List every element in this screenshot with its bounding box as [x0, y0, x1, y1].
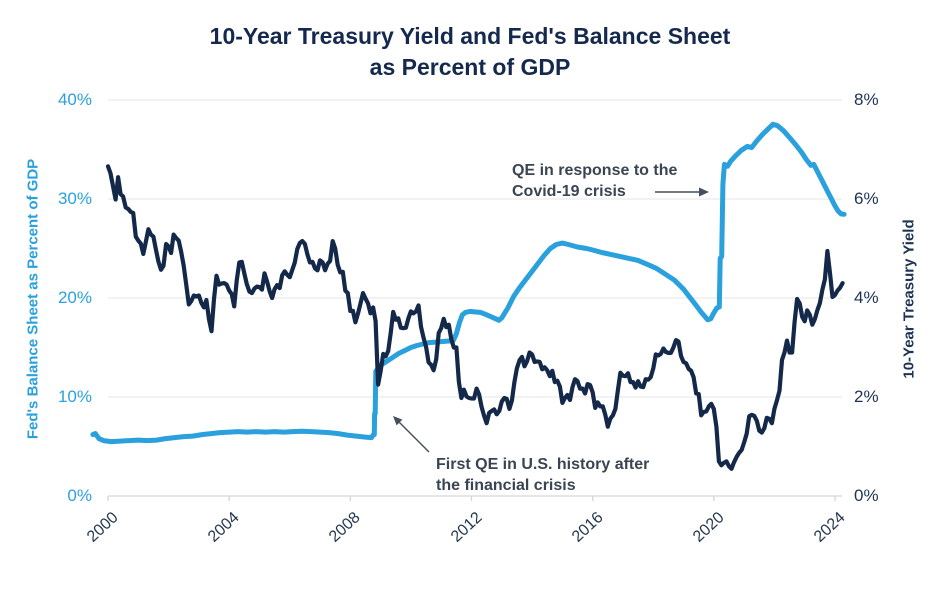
- y-axis-right-tick-label: 0%: [854, 486, 879, 505]
- annotation-covid-line-1: QE in response to the: [512, 162, 678, 179]
- y-axis-right-tick-label: 8%: [854, 90, 879, 109]
- chart-title-line-2: as Percent of GDP: [369, 54, 571, 80]
- annotation-covid-line-2: Covid-19 crisis: [512, 183, 626, 200]
- y-axis-left-tick-label: 0%: [67, 486, 92, 505]
- y-axis-right-tick-label: 2%: [854, 387, 879, 406]
- balance-sheet-line: [90, 121, 847, 445]
- y-axis-left-tick-label: 10%: [57, 387, 92, 406]
- covid-annotation-arrowhead: [699, 187, 709, 197]
- annotation-first-qe: First QE in U.S. history after the finan…: [436, 454, 649, 496]
- annotation-first-qe-line-1: First QE in U.S. history after: [436, 456, 650, 473]
- annotation-arrows: [393, 187, 709, 453]
- first-qe-annotation-arrowhead: [393, 416, 403, 426]
- chart-title-line-1: 10-Year Treasury Yield and Fed's Balance…: [209, 23, 731, 49]
- annotation-first-qe-line-2: the financial crisis: [436, 477, 576, 494]
- chart-title: 10-Year Treasury Yield and Fed's Balance…: [0, 21, 940, 83]
- series-lines: [90, 121, 847, 471]
- annotation-covid-qe: QE in response to the Covid-19 crisis: [512, 160, 677, 202]
- x-axis-tick-marks: [107, 496, 836, 501]
- treasury-yield-line: [105, 164, 845, 471]
- y-axis-left-tick-label: 20%: [57, 288, 92, 307]
- y-axis-left-tick-label: 30%: [57, 189, 92, 208]
- y-axis-right-tick-label: 6%: [854, 189, 879, 208]
- gridlines: [108, 99, 842, 497]
- first-qe-annotation-arrow: [398, 421, 430, 453]
- y-axis-left-tick-label: 40%: [57, 90, 92, 109]
- y-axis-right-tick-label: 4%: [854, 288, 879, 307]
